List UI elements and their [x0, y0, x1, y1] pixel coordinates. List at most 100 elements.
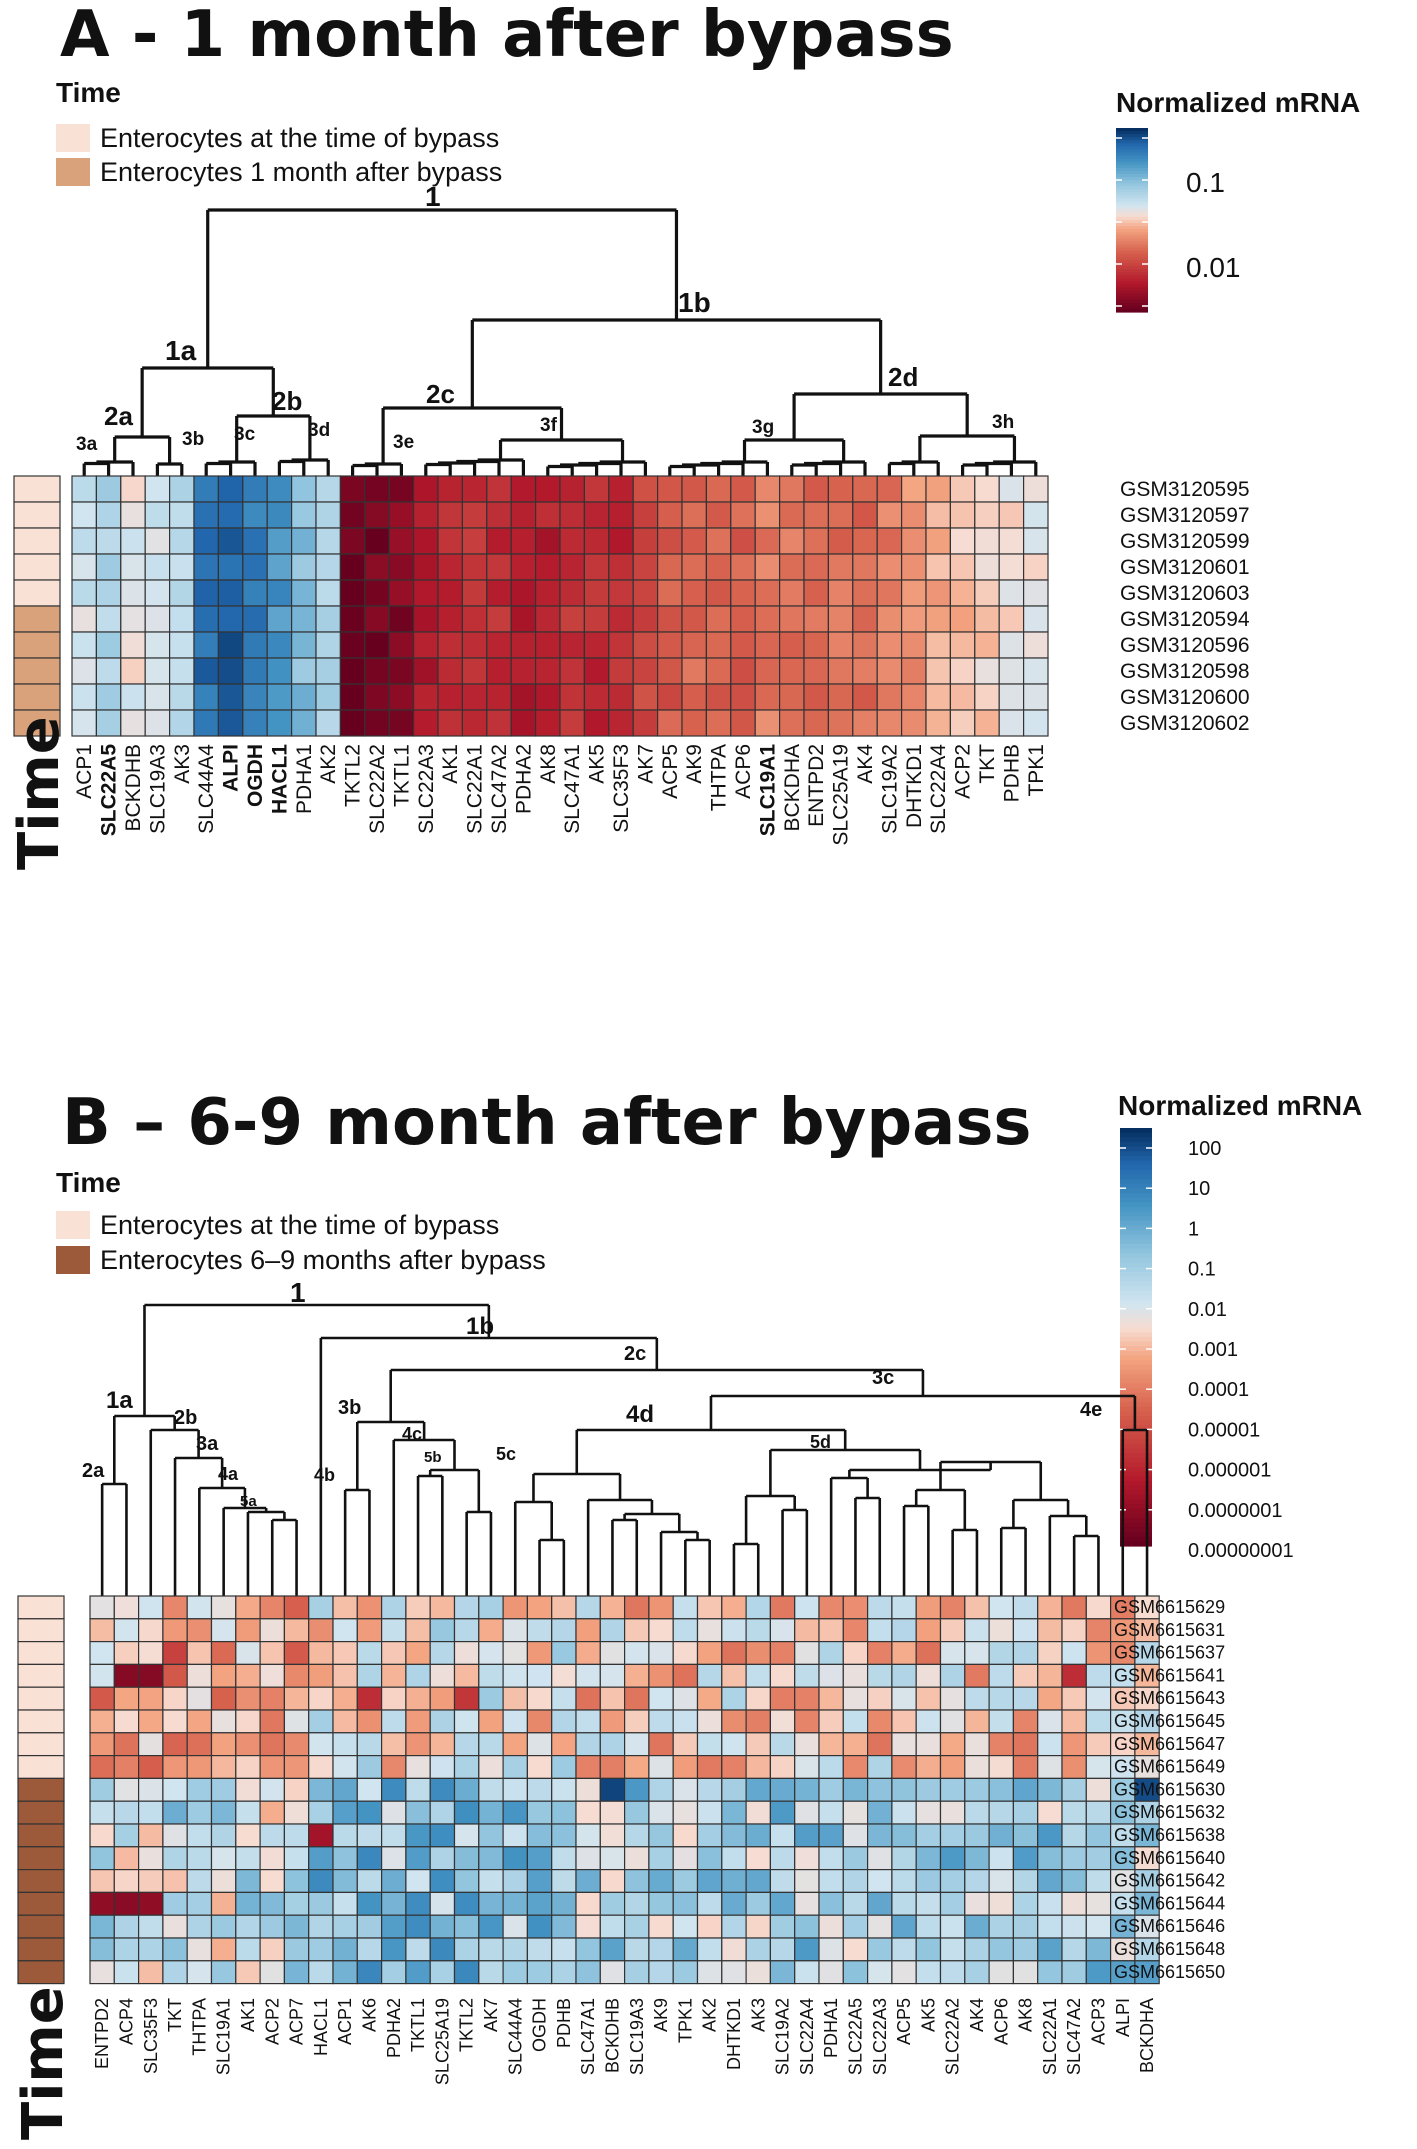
- node-label-2b: 2b: [272, 386, 302, 416]
- heatmap-cell: [486, 709, 512, 737]
- heatmap-cell: [842, 1777, 869, 1802]
- heatmap-cell: [891, 1960, 917, 1985]
- heatmap-cell: [534, 553, 561, 581]
- heatmap-cell: [162, 1777, 188, 1802]
- heatmap-cell: [461, 683, 488, 711]
- heatmap-cell: [632, 475, 659, 503]
- heatmap-cell: [478, 1960, 504, 1985]
- colorbar-step: [1120, 1253, 1152, 1259]
- heatmap-cell: [453, 1777, 480, 1802]
- heatmap-cell: [429, 1960, 456, 1985]
- heatmap-cell: [891, 1640, 917, 1665]
- heatmap-cell: [381, 1891, 407, 1916]
- heatmap-cell: [964, 1686, 990, 1711]
- heatmap-cell: [388, 553, 415, 581]
- heatmap-cell: [291, 683, 317, 711]
- heatmap-cell: [308, 1891, 334, 1916]
- heatmap-cell: [266, 631, 293, 659]
- heatmap-cell: [356, 1868, 383, 1893]
- node-label-b-3a: 3a: [196, 1433, 219, 1455]
- heatmap-cell: [356, 1595, 383, 1620]
- heatmap-cell: [842, 1914, 869, 1939]
- gene-label: SLC44A4: [505, 1998, 525, 2075]
- heatmap-cell: [235, 1663, 261, 1688]
- heatmap-cell: [794, 1595, 820, 1620]
- heatmap-cell: [866, 1960, 893, 1985]
- heatmap-cell: [891, 1732, 917, 1757]
- heatmap-cell: [283, 1686, 310, 1711]
- heatmap-cell: [730, 605, 756, 633]
- heatmap-cell: [526, 1914, 553, 1939]
- heatmap-cell: [891, 1846, 917, 1871]
- heatmap-cell: [599, 1686, 626, 1711]
- colorbar-step: [1120, 1337, 1152, 1343]
- heatmap-cell: [478, 1618, 504, 1643]
- sample-label: GSM3120601: [1120, 556, 1250, 579]
- heatmap-cell: [113, 1777, 140, 1802]
- heatmap-cell: [437, 553, 463, 581]
- heatmap-cell: [1085, 1777, 1112, 1802]
- heatmap-cell: [551, 1868, 577, 1893]
- heatmap-cell: [356, 1846, 383, 1871]
- heatmap-cell: [769, 1663, 796, 1688]
- heatmap-cell: [551, 1732, 577, 1757]
- gene-label: THTPA: [708, 744, 731, 811]
- node-label-1a: 1a: [165, 335, 197, 366]
- heatmap-cell: [721, 1846, 747, 1871]
- heatmap-cell: [925, 657, 951, 685]
- heatmap-cell: [599, 1868, 626, 1893]
- heatmap-cell: [939, 1868, 966, 1893]
- gene-label: SLC35F3: [610, 744, 633, 833]
- heatmap-cell: [721, 1960, 747, 1985]
- sample-label: GSM6615647: [1114, 1734, 1225, 1754]
- heatmap-cell: [235, 1618, 261, 1643]
- heatmap-cell: [925, 709, 951, 737]
- colorbar-step: [1116, 262, 1148, 267]
- heatmap-cell: [526, 1823, 553, 1848]
- heatmap-cell: [818, 1663, 844, 1688]
- time-annotation-cell: [13, 553, 61, 581]
- heatmap-cell: [803, 605, 829, 633]
- colorbar-step: [1120, 1508, 1152, 1515]
- heatmap-cell: [242, 475, 268, 503]
- heatmap-cell: [794, 1686, 820, 1711]
- heatmap-cell: [1037, 1823, 1063, 1848]
- heatmap-cell: [599, 1595, 626, 1620]
- heatmap-cell: [429, 1823, 456, 1848]
- colorbar-step: [1116, 134, 1148, 138]
- heatmap-cell: [1012, 1960, 1039, 1985]
- sample-label: GSM6615641: [1114, 1665, 1225, 1685]
- heatmap-cell: [1061, 1914, 1087, 1939]
- colorbar-step: [1120, 1179, 1152, 1185]
- heatmap-cell: [526, 1960, 553, 1985]
- time-annotation-cell: [17, 1663, 65, 1688]
- heatmap-cell: [308, 1823, 334, 1848]
- heatmap-cell: [794, 1640, 820, 1665]
- heatmap-cell: [259, 1868, 286, 1893]
- heatmap-cell: [266, 527, 293, 555]
- heatmap-cell: [551, 1937, 577, 1962]
- heatmap-cell: [1012, 1663, 1039, 1688]
- heatmap-cell: [730, 683, 756, 711]
- heatmap-cell: [453, 1686, 480, 1711]
- heatmap-cell: [526, 1868, 553, 1893]
- gene-label: AK8: [537, 744, 560, 784]
- heatmap-cell: [964, 1800, 990, 1825]
- heatmap-cell: [266, 553, 293, 581]
- heatmap-cell: [939, 1777, 966, 1802]
- heatmap-cell: [478, 1777, 504, 1802]
- heatmap-cell: [381, 1937, 407, 1962]
- heatmap-cell: [138, 1914, 164, 1939]
- heatmap-cell: [502, 1663, 529, 1688]
- heatmap-cell: [745, 1754, 771, 1779]
- heatmap-cell: [364, 579, 390, 607]
- colorbar-step: [1120, 1383, 1152, 1389]
- time-annotation-cell: [13, 579, 61, 607]
- heatmap-cell: [113, 1937, 140, 1962]
- heatmap-cell: [71, 579, 97, 607]
- heatmap-cell: [696, 1823, 723, 1848]
- node-label-3d: 3d: [308, 420, 330, 441]
- heatmap-cell: [876, 709, 903, 737]
- heatmap-cell: [974, 683, 1000, 711]
- heatmap-cell: [696, 1800, 723, 1825]
